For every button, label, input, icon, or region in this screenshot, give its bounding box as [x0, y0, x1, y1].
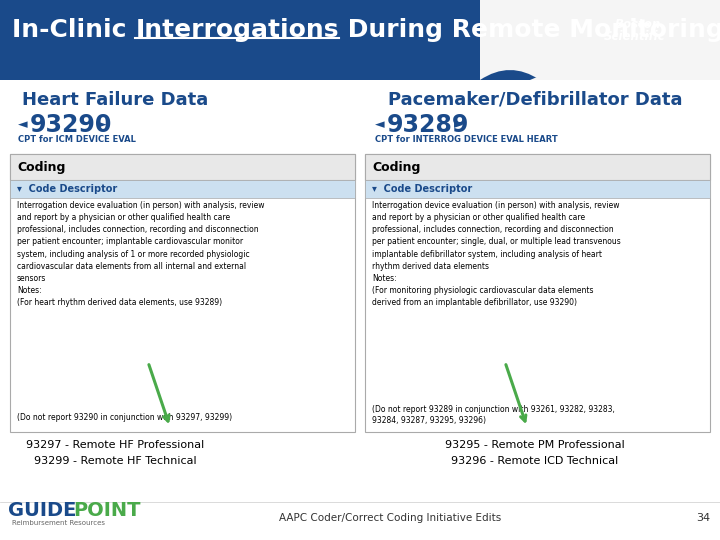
FancyBboxPatch shape — [365, 180, 710, 198]
FancyBboxPatch shape — [10, 180, 355, 198]
Text: ►: ► — [454, 118, 464, 132]
Text: Heart Failure Data: Heart Failure Data — [22, 91, 208, 109]
FancyBboxPatch shape — [0, 80, 720, 540]
Text: Pacemaker/Defibrillator Data: Pacemaker/Defibrillator Data — [388, 91, 683, 109]
Text: Interrogation device evaluation (in person) with analysis, review
and report by : Interrogation device evaluation (in pers… — [17, 201, 264, 307]
FancyBboxPatch shape — [0, 0, 720, 80]
Text: Reimbursement Resources: Reimbursement Resources — [12, 520, 105, 526]
Text: Interrogations: Interrogations — [135, 18, 338, 42]
Text: ►: ► — [97, 118, 107, 132]
Text: Boston: Boston — [615, 18, 661, 31]
Text: Coding: Coding — [372, 160, 420, 173]
Text: 34: 34 — [696, 513, 710, 523]
Text: ▾  Code Descriptor: ▾ Code Descriptor — [17, 184, 117, 194]
Text: POINT: POINT — [73, 501, 140, 519]
Text: GUIDE: GUIDE — [8, 501, 76, 519]
Text: CPT for ICM DEVICE EVAL: CPT for ICM DEVICE EVAL — [18, 136, 136, 145]
PathPatch shape — [480, 0, 720, 80]
Text: Scientific: Scientific — [604, 30, 666, 44]
Text: (Do not report 93290 in conjunction with 93297, 93299): (Do not report 93290 in conjunction with… — [17, 414, 232, 422]
Text: CPT for INTERROG DEVICE EVAL HEART: CPT for INTERROG DEVICE EVAL HEART — [375, 136, 558, 145]
Text: 93297 - Remote HF Professional
93299 - Remote HF Technical: 93297 - Remote HF Professional 93299 - R… — [26, 440, 204, 465]
Text: ◄: ◄ — [375, 118, 384, 132]
Text: 93290: 93290 — [30, 113, 112, 137]
FancyBboxPatch shape — [10, 154, 355, 180]
Text: In-Clinic: In-Clinic — [12, 18, 135, 42]
Text: 93289: 93289 — [387, 113, 469, 137]
Text: ◄: ◄ — [18, 118, 27, 132]
Text: Coding: Coding — [17, 160, 66, 173]
Text: AAPC Coder/Correct Coding Initiative Edits: AAPC Coder/Correct Coding Initiative Edi… — [279, 513, 501, 523]
FancyBboxPatch shape — [365, 154, 710, 180]
Text: (Do not report 93289 in conjunction with 93261, 93282, 93283,: (Do not report 93289 in conjunction with… — [372, 406, 615, 415]
Text: 93295 - Remote PM Professional
93296 - Remote ICD Technical: 93295 - Remote PM Professional 93296 - R… — [445, 440, 625, 465]
Text: During Remote Monitoring: During Remote Monitoring — [338, 18, 720, 42]
Text: Interrogation device evaluation (in person) with analysis, review
and report by : Interrogation device evaluation (in pers… — [372, 201, 621, 307]
FancyBboxPatch shape — [365, 154, 710, 432]
Text: ▾  Code Descriptor: ▾ Code Descriptor — [372, 184, 472, 194]
Text: 93284, 93287, 93295, 93296): 93284, 93287, 93295, 93296) — [372, 415, 486, 424]
Polygon shape — [530, 0, 720, 80]
FancyBboxPatch shape — [10, 154, 355, 432]
